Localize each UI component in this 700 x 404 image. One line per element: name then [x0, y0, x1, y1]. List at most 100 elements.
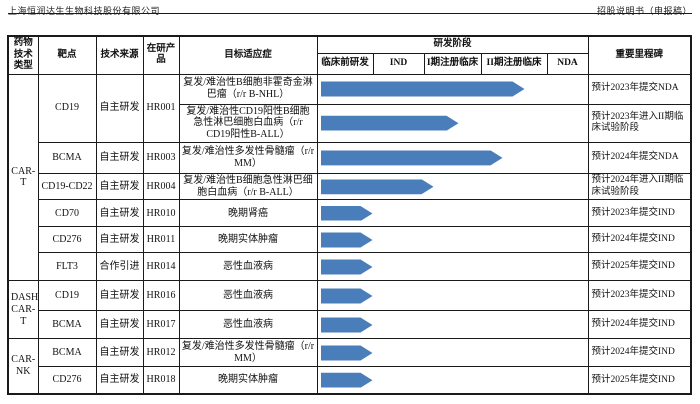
table-row: CD19-CD22 自主研发 HR004 复发/难治性B细胞急性淋巴细胞白血病（… — [8, 172, 692, 201]
stage-arrow — [321, 82, 525, 97]
indication-cell: 复发/难治性多发性骨髓瘤（r/r MM） — [178, 141, 318, 174]
header-row-1: 药物技术类型 靶点 技术来源 在研产品 目标适应症 研发阶段 重要里程碑 — [7, 35, 692, 75]
stage-header-ind: IND — [372, 52, 425, 75]
source-cell: 自主研发 — [95, 366, 144, 395]
target-cell: CD19 — [37, 280, 97, 312]
stage-progress-cell — [316, 310, 589, 340]
col-header-milestone: 重要里程碑 — [587, 35, 692, 75]
header-row-2: 临床前研发 IND I期注册临床 II期注册临床 NDA — [8, 52, 691, 75]
group-cell-cart: CAR-T — [7, 73, 39, 282]
stage-progress-cell — [316, 103, 589, 143]
milestone-cell: 预计2023年提交IND — [587, 199, 692, 228]
milestone-cell: 预计2024年提交IND — [587, 338, 692, 368]
source-cell: 自主研发 — [95, 141, 144, 174]
stage-arrow — [321, 206, 373, 221]
col-header-indication: 目标适应症 — [178, 35, 318, 75]
company-name: 上海恒润达生生物科技股份有限公司 — [8, 6, 161, 16]
page-header: 上海恒润达生生物科技股份有限公司 招股说明书（申报稿） — [8, 4, 692, 17]
stage-progress-cell — [316, 73, 589, 105]
stage-arrow — [321, 179, 434, 194]
target-cell: CD276 — [37, 366, 97, 395]
target-cell: BCMA — [37, 310, 97, 340]
source-cell: 合作引进 — [95, 252, 144, 282]
source-cell: 自主研发 — [95, 73, 144, 143]
stage-progress-cell — [316, 172, 589, 201]
pipeline-table: 药物技术类型 靶点 技术来源 在研产品 目标适应症 研发阶段 重要里程碑 临床前… — [7, 35, 692, 395]
milestone-cell: 预计2023年提交NDA — [587, 73, 692, 105]
col-header-stage-group: 研发阶段 — [316, 35, 589, 54]
stage-header-phase1: I期注册临床 — [423, 52, 482, 75]
stage-progress-cell — [316, 338, 589, 368]
col-header-type: 药物技术类型 — [7, 35, 39, 75]
indication-cell: 晚期实体肿瘤 — [178, 226, 318, 254]
table-row: CD276 自主研发 HR018 晚期实体肿瘤 预计2025年提交IND — [8, 366, 692, 395]
product-cell: HR004 — [142, 172, 180, 201]
stage-progress-cell — [316, 199, 589, 228]
source-cell: 自主研发 — [95, 280, 144, 312]
stage-arrow — [321, 259, 373, 274]
stage-progress-cell — [316, 280, 589, 312]
indication-cell: 晚期实体肿瘤 — [178, 366, 318, 395]
stage-arrow — [321, 150, 503, 165]
milestone-cell: 预计2023年提交IND — [587, 280, 692, 312]
stage-progress-cell — [316, 226, 589, 254]
table-row: CD276 自主研发 HR011 晚期实体肿瘤 预计2024年提交IND — [8, 226, 692, 254]
milestone-cell: 预计2024年提交NDA — [587, 141, 692, 174]
product-cell: HR016 — [142, 280, 180, 312]
indication-cell: 复发/难治性B细胞急性淋巴细胞白血病（r/r B-ALL） — [178, 172, 318, 201]
stage-arrow — [321, 373, 373, 388]
stage-header-phase2: II期注册临床 — [480, 52, 548, 75]
indication-cell: 复发/难治性CD19阳性B细胞急性淋巴细胞白血病（r/r CD19阳性B-ALL… — [178, 103, 318, 143]
table-row: FLT3 合作引进 HR014 恶性血液病 预计2025年提交IND — [8, 252, 692, 282]
stage-arrow — [321, 288, 373, 303]
indication-cell: 恶性血液病 — [178, 310, 318, 340]
col-header-target: 靶点 — [37, 35, 97, 75]
table-row: BCMA 自主研发 HR003 复发/难治性多发性骨髓瘤（r/r MM） 预计2… — [8, 141, 692, 174]
milestone-cell: 预计2024年提交IND — [587, 310, 692, 340]
table-row: DASH CAR-T CD19 自主研发 HR016 恶性血液病 预计2023年… — [7, 280, 692, 340]
indication-cell: 复发/难治性B细胞非霍奇金淋巴瘤（r/r B-NHL） — [178, 73, 318, 105]
col-header-source: 技术来源 — [95, 35, 144, 75]
product-cell: HR014 — [142, 252, 180, 282]
table-row: 复发/难治性CD19阳性B细胞急性淋巴细胞白血病（r/r CD19阳性B-ALL… — [8, 103, 692, 143]
indication-cell: 复发/难治性多发性骨髓瘤（r/r MM） — [178, 338, 318, 368]
stage-arrow — [321, 116, 459, 131]
stage-arrow — [321, 317, 373, 332]
stage-header-preclinical: 临床前研发 — [316, 52, 374, 75]
stage-progress-cell — [316, 141, 589, 174]
header-divider — [8, 13, 692, 14]
stage-header-nda: NDA — [546, 52, 589, 75]
milestone-cell: 预计2024年进入II期临床试验阶段 — [587, 172, 692, 201]
target-cell: CD70 — [37, 199, 97, 228]
product-cell: HR018 — [142, 366, 180, 395]
group-cell-carnk: CAR-NK — [7, 338, 39, 395]
table-row: BCMA 自主研发 HR017 恶性血液病 预计2024年提交IND — [8, 310, 692, 340]
indication-cell: 恶性血液病 — [178, 280, 318, 312]
product-cell: HR017 — [142, 310, 180, 340]
product-cell: HR012 — [142, 338, 180, 368]
target-cell: CD19-CD22 — [37, 172, 97, 201]
product-cell: HR011 — [142, 226, 180, 254]
product-cell: HR001 — [142, 73, 180, 143]
milestone-cell: 预计2024年提交IND — [587, 226, 692, 254]
milestone-cell: 预计2025年提交IND — [587, 252, 692, 282]
source-cell: 自主研发 — [95, 226, 144, 254]
milestone-cell: 预计2025年提交IND — [587, 366, 692, 395]
target-cell: CD19 — [37, 73, 97, 143]
source-cell: 自主研发 — [95, 338, 144, 368]
table-row: CAR-NK BCMA 自主研发 HR012 复发/难治性多发性骨髓瘤（r/r … — [7, 338, 692, 395]
target-cell: FLT3 — [37, 252, 97, 282]
target-cell: BCMA — [37, 141, 97, 174]
indication-cell: 恶性血液病 — [178, 252, 318, 282]
table-row: CD70 自主研发 HR010 晚期肾癌 预计2023年提交IND — [8, 199, 692, 228]
target-cell: CD276 — [37, 226, 97, 254]
target-cell: BCMA — [37, 338, 97, 368]
stage-progress-cell — [316, 252, 589, 282]
milestone-cell: 预计2023年进入II期临床试验阶段 — [587, 103, 692, 143]
stage-progress-cell — [316, 366, 589, 395]
indication-cell: 晚期肾癌 — [178, 199, 318, 228]
product-cell: HR010 — [142, 199, 180, 228]
document-title: 招股说明书（申报稿） — [596, 6, 692, 16]
source-cell: 自主研发 — [95, 310, 144, 340]
stage-arrow — [321, 232, 373, 247]
